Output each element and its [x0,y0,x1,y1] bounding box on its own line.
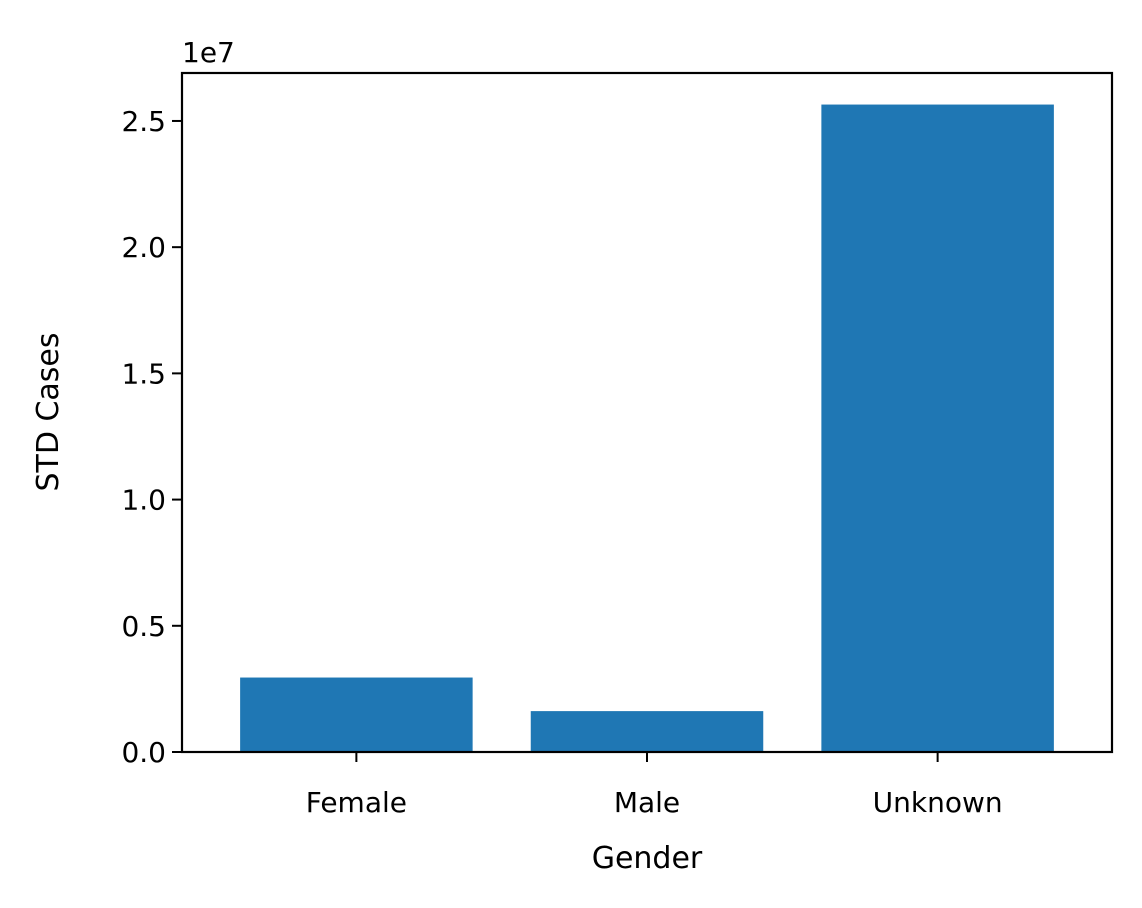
bar-male [530,711,764,752]
bars-group [240,104,1054,752]
y-axis-offset-label: 1e7 [182,36,235,69]
y-tick-label: 0.0 [121,736,166,769]
y-tick-label: 2.0 [121,231,166,264]
x-axis-ticks: Female Male Unknown [306,752,1003,819]
x-axis-label: Gender [592,841,703,876]
bar-female [240,677,473,752]
x-tick-label-male: Male [614,786,680,819]
y-tick-label: 2.5 [121,105,166,138]
y-axis-label: STD Cases [31,332,66,491]
x-tick-label-female: Female [306,786,407,819]
x-tick-label-unknown: Unknown [873,786,1003,819]
y-axis-ticks: 0.0 0.5 1.0 1.5 2.0 2.5 [121,105,182,769]
y-tick-label: 1.5 [121,357,166,390]
y-tick-label: 0.5 [121,610,166,643]
bar-unknown [821,104,1054,752]
y-tick-label: 1.0 [121,484,166,517]
